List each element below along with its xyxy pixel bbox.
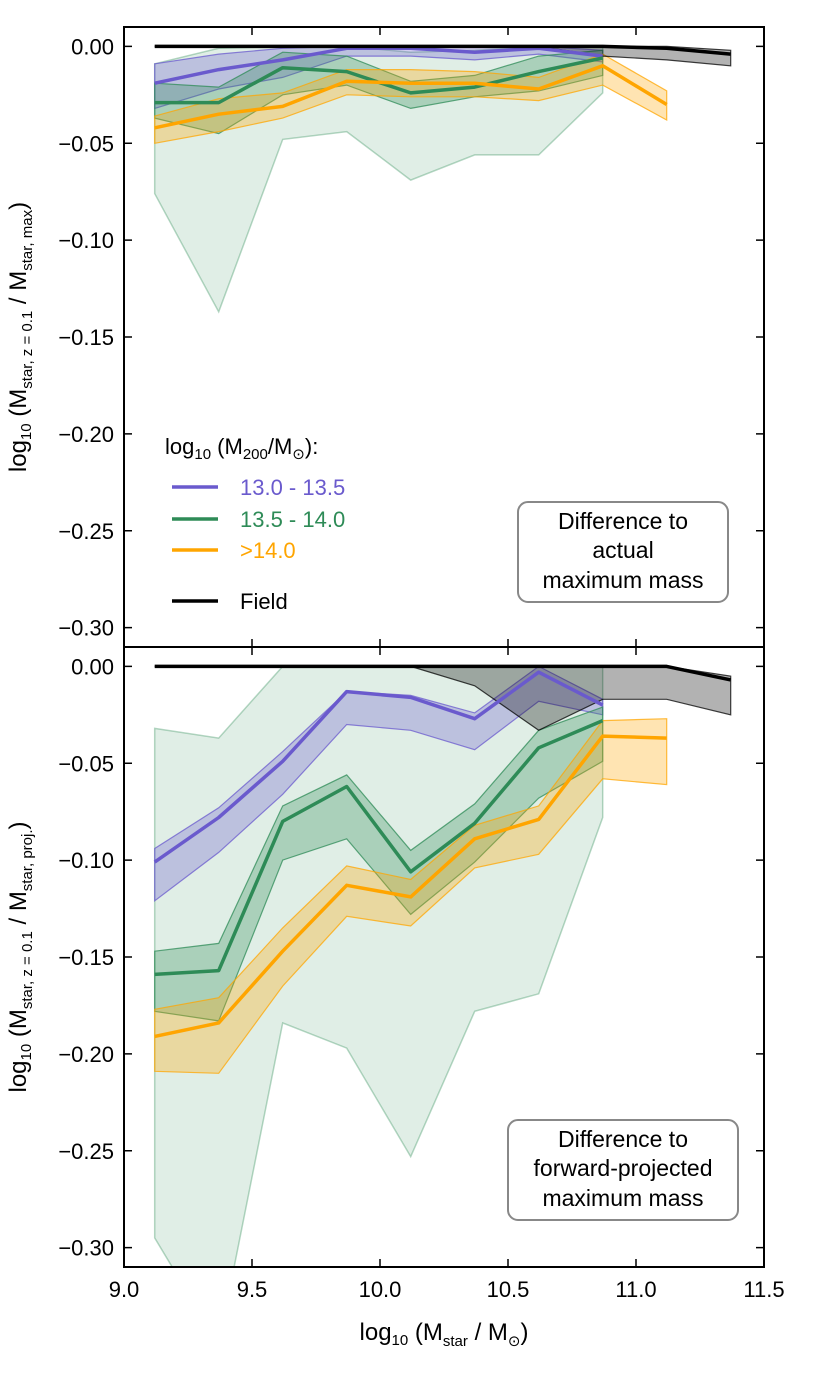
top-annotation-box: Difference to actual maximum mass xyxy=(517,501,729,603)
legend-label-14-0: >14.0 xyxy=(240,538,296,563)
bottom-lines xyxy=(153,664,732,1039)
top-y-tick-label: −0.25 xyxy=(58,519,114,544)
x-tick-label: 11.0 xyxy=(615,1277,656,1302)
x-tick-label: 11.5 xyxy=(743,1277,784,1302)
bottom-y-axis-label: log10 (Mstar, z = 0.1 / Mstar, proj.) xyxy=(5,821,36,1092)
top-y-tick-label: −0.05 xyxy=(58,131,114,156)
top-panel: 0.00 −0.05 −0.10 −0.15 −0.20 −0.25 −0.30 log10… xyxy=(5,26,765,648)
top-y-tick-label: −0.15 xyxy=(58,325,114,350)
bottom-line-14-0 xyxy=(154,734,667,1039)
bottom-plot-frame xyxy=(123,646,765,1268)
top-line-13-0-13-5 xyxy=(154,46,603,85)
bottom-y-tick-label: −0.30 xyxy=(58,1236,114,1261)
top-annotation-line-1: Difference to xyxy=(558,508,688,534)
bottom-x-ticks: 9.0 9.5 10.0 10.5 11.0 11.5 xyxy=(109,647,785,1302)
bottom-annotation-line-3: maximum mass xyxy=(542,1185,703,1211)
x-tick-label: 9.0 xyxy=(109,1277,140,1302)
legend-title: log10 (M200/M⊙): xyxy=(165,434,318,463)
bottom-y-ticks: 0.00 −0.05 −0.10 −0.15 −0.20 −0.25 −0.30 xyxy=(58,654,764,1261)
top-bands xyxy=(153,45,732,314)
top-annotation-line-3: maximum mass xyxy=(542,567,703,593)
top-y-tick-label: −0.20 xyxy=(58,422,114,447)
bottom-annotation-line-2: forward-projected xyxy=(534,1155,713,1181)
bottom-y-tick-label: −0.20 xyxy=(58,1042,114,1067)
bottom-y-tick-label: −0.25 xyxy=(58,1139,114,1164)
legend-label-13-0-13-5: 13.0 - 13.5 xyxy=(240,475,345,500)
top-lines xyxy=(154,44,731,130)
top-band-14-0 xyxy=(154,53,668,145)
bottom-annotation-line-1: Difference to xyxy=(558,1126,688,1152)
x-tick-label: 9.5 xyxy=(237,1277,268,1302)
x-tick-label: 10.0 xyxy=(359,1277,402,1302)
legend-label-field: Field xyxy=(240,589,288,614)
bottom-y-tick-label: −0.15 xyxy=(58,945,114,970)
bottom-y-tick-label: 0.00 xyxy=(71,654,114,679)
bottom-line-13-5-14-0 xyxy=(154,718,604,977)
bottom-line-field xyxy=(154,664,732,682)
legend-label-13-5-14-0: 13.5 - 14.0 xyxy=(240,507,345,532)
top-line-14-0 xyxy=(154,64,668,130)
bottom-bands xyxy=(153,665,732,1267)
legend: log10 (M200/M⊙): 13.0 - 13.5 13.5 - 14.0 >… xyxy=(165,434,345,614)
top-line-field xyxy=(154,44,731,56)
top-annotation-line-2: actual xyxy=(592,537,653,563)
top-y-axis-label: log10 (Mstar, z = 0.1 / Mstar, max) xyxy=(5,202,36,472)
x-axis-label: log10 (Mstar / M⊙) xyxy=(360,1319,529,1350)
bottom-y-tick-label: −0.05 xyxy=(58,751,114,776)
bottom-panel: 0.00−0.05−0.10−0.15−0.20−0.25−0.30 9.0 9.… xyxy=(5,646,785,1350)
top-y-tick-label: −0.10 xyxy=(58,228,114,253)
bottom-band-13-5-14-0 xyxy=(154,706,604,1022)
x-tick-label: 10.5 xyxy=(487,1277,530,1302)
bottom-y-tick-label: −0.10 xyxy=(58,848,114,873)
top-y-tick-label: −0.30 xyxy=(58,616,114,641)
bottom-annotation-box: Difference to forward-projected maximum … xyxy=(507,1119,739,1221)
top-y-tick-label: 0.00 xyxy=(71,34,114,59)
top-y-ticks: 0.00 −0.05 −0.10 −0.15 −0.20 −0.25 −0.30 xyxy=(58,34,764,641)
bottom-line-13-0-13-5 xyxy=(153,670,604,864)
